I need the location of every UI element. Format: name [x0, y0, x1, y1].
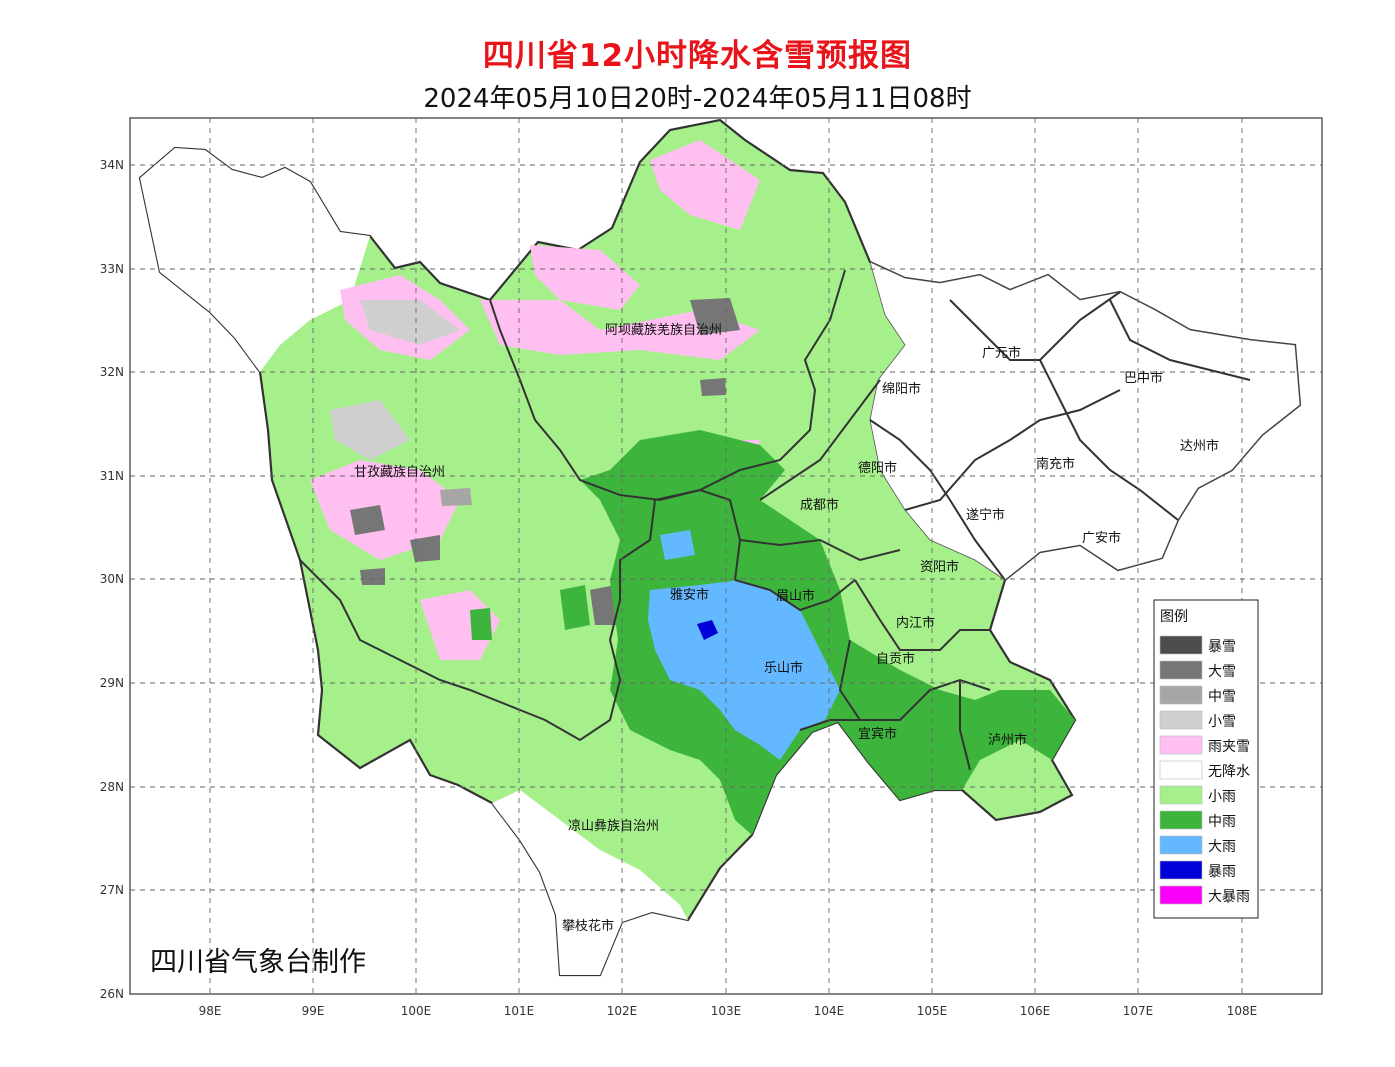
lat-tick-labels: 34N 33N 32N 31N 30N 29N 28N 27N 26N [100, 158, 124, 1001]
legend-swatch [1159, 810, 1203, 830]
legend-swatch [1159, 860, 1203, 880]
lon-tick: 101E [504, 1004, 535, 1018]
credit-text: 四川省气象台制作 [150, 947, 366, 978]
lon-tick: 103E [711, 1004, 742, 1018]
legend-swatch [1159, 710, 1203, 730]
city-label-ziyang: 资阳市 [920, 559, 959, 575]
legend-title: 图例 [1160, 609, 1188, 625]
legend-label: 大暴雨 [1208, 889, 1250, 905]
heavy-rain-area [648, 580, 840, 760]
legend-swatch [1159, 760, 1203, 780]
lat-tick: 29N [100, 676, 124, 690]
legend-swatch [1159, 885, 1203, 905]
lon-tick: 104E [814, 1004, 845, 1018]
no-precip-south [492, 790, 688, 975]
moderate-rain-areas [470, 430, 1075, 835]
lat-tick: 34N [100, 158, 124, 172]
lon-tick: 98E [199, 1004, 222, 1018]
legend-swatch [1159, 785, 1203, 805]
city-label-suining: 遂宁市 [966, 507, 1005, 523]
rainstorm-area [697, 620, 718, 640]
legend-swatch [1159, 835, 1203, 855]
lat-tick: 31N [100, 469, 124, 483]
lon-tick: 100E [401, 1004, 432, 1018]
city-label-yaan: 雅安市 [670, 587, 709, 603]
legend-label: 大雨 [1208, 839, 1236, 855]
city-label-chengdu: 成都市 [800, 497, 839, 513]
city-label-nanchong: 南充市 [1036, 456, 1075, 472]
lat-tick: 30N [100, 572, 124, 586]
city-label-dazhou: 达州市 [1180, 438, 1219, 454]
city-label-neijiang: 内江市 [896, 615, 935, 631]
map-title: 四川省12小时降水含雪预报图 [482, 38, 913, 74]
legend-label: 小雪 [1208, 714, 1236, 730]
no-precip-west [140, 148, 370, 372]
forecast-period: 2024年05月10日20时-2024年05月11日08时 [423, 84, 972, 114]
lon-tick: 106E [1020, 1004, 1051, 1018]
snow-areas [330, 298, 740, 625]
city-label-panzhihua: 攀枝花市 [562, 918, 614, 934]
sleet-areas [310, 140, 760, 660]
lon-tick: 108E [1227, 1004, 1258, 1018]
no-precip-northeast [869, 261, 1301, 581]
lon-tick: 102E [607, 1004, 638, 1018]
legend-label: 无降水 [1208, 764, 1250, 780]
city-label-aba: 阿坝藏族羌族自治州 [605, 322, 722, 338]
legend-swatch [1159, 635, 1203, 655]
lat-tick: 27N [100, 883, 124, 897]
city-label-yibin: 宜宾市 [858, 726, 897, 742]
legend-label: 中雨 [1208, 814, 1236, 830]
lon-tick: 99E [302, 1004, 325, 1018]
lat-tick: 28N [100, 780, 124, 794]
lon-tick-labels: 98E 99E 100E 101E 102E 103E 104E 105E 10… [199, 1004, 1258, 1018]
city-label-luzhou: 泸州市 [988, 732, 1027, 748]
city-label-leshan: 乐山市 [764, 660, 803, 676]
legend-swatch [1159, 660, 1203, 680]
lat-tick: 33N [100, 262, 124, 276]
city-label-deyang: 德阳市 [858, 460, 897, 476]
city-label-liangshan: 凉山彝族自治州 [568, 818, 659, 834]
legend-swatch [1159, 735, 1203, 755]
city-label-bazhong: 巴中市 [1124, 370, 1163, 386]
legend-label: 雨夹雪 [1208, 739, 1250, 755]
city-label-meishan: 眉山市 [776, 588, 815, 604]
city-label-ganzi: 甘孜藏族自治州 [354, 464, 445, 480]
lat-tick: 26N [100, 987, 124, 1001]
legend-label: 小雨 [1208, 789, 1236, 805]
city-labels: 阿坝藏族羌族自治州 甘孜藏族自治州 凉山彝族自治州 广元市 巴中市 绵阳市 达州… [354, 322, 1219, 934]
legend-swatch [1159, 685, 1203, 705]
lon-tick: 107E [1123, 1004, 1154, 1018]
city-label-guangyuan: 广元市 [982, 345, 1021, 361]
lat-tick: 32N [100, 365, 124, 379]
city-label-zigong: 自贡市 [876, 651, 915, 667]
legend-label: 暴雪 [1208, 639, 1236, 655]
lon-tick: 105E [917, 1004, 948, 1018]
city-label-mianyang: 绵阳市 [882, 381, 921, 397]
heavy-rain-area-2 [660, 530, 695, 560]
prefecture-boundaries [299, 269, 1251, 771]
legend-label: 中雪 [1208, 689, 1236, 705]
legend-label: 暴雨 [1208, 864, 1236, 880]
legend-label: 大雪 [1208, 664, 1236, 680]
city-label-guangan: 广安市 [1082, 530, 1121, 546]
